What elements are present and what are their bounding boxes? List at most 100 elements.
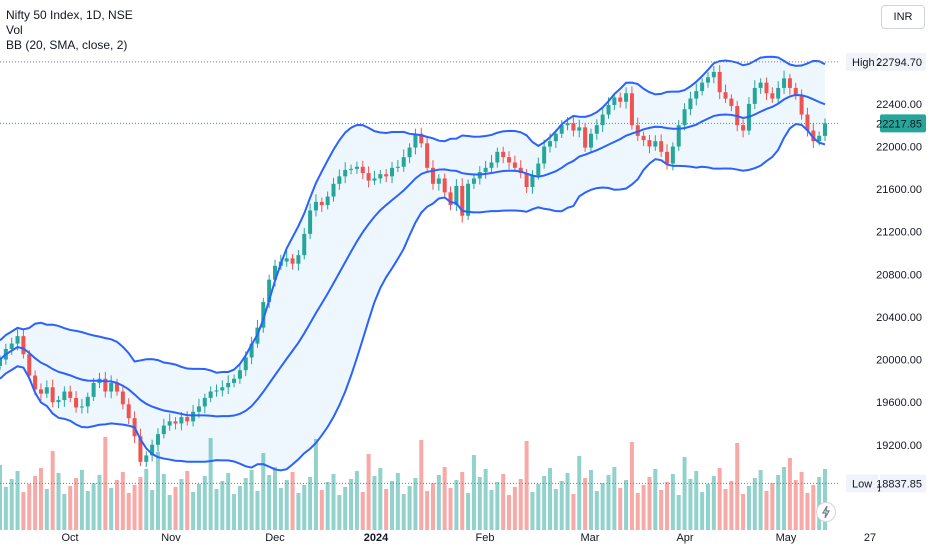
candle-body — [185, 417, 190, 422]
volume-bar — [115, 480, 120, 530]
volume-bar — [167, 495, 172, 530]
candle-body — [354, 166, 359, 169]
candle-body — [670, 146, 675, 164]
lightning-icon — [821, 505, 831, 519]
volume-bar — [27, 484, 32, 530]
candle-body — [442, 178, 447, 193]
volume-bar — [185, 471, 190, 530]
volume-bar — [776, 475, 781, 530]
candle-body — [512, 162, 517, 168]
volume-bar — [208, 438, 213, 530]
candle-body — [752, 87, 757, 104]
volume-bar — [758, 470, 763, 530]
bollinger-basis-line — [0, 93, 826, 418]
volume-bar — [425, 491, 430, 530]
candle-body — [401, 157, 406, 167]
volume-bar — [191, 492, 196, 530]
candle-body — [15, 336, 20, 344]
candle-body — [536, 163, 541, 176]
volume-bar — [594, 491, 599, 530]
volume-bar — [741, 494, 746, 530]
volume-bar — [214, 489, 219, 530]
volume-bar — [261, 453, 266, 530]
candle-body — [343, 169, 348, 177]
candle-body — [799, 95, 804, 115]
volume-bar — [507, 495, 512, 530]
candle-body — [103, 378, 108, 392]
candle-body — [588, 133, 593, 148]
candle-body — [776, 87, 781, 99]
volume-bar — [74, 478, 79, 530]
candle-body — [395, 166, 400, 168]
candle-body — [600, 114, 605, 126]
candle-body — [565, 123, 570, 126]
candle-body — [817, 135, 822, 142]
volume-bar — [302, 485, 307, 530]
candle-body — [823, 123, 827, 136]
volume-bar — [653, 469, 658, 530]
volume-bar — [273, 467, 277, 530]
candle-body — [553, 133, 558, 142]
volume-bar — [290, 472, 295, 530]
candle-body — [782, 78, 787, 88]
candle-body — [577, 127, 582, 131]
candle-body — [308, 210, 313, 234]
candle-body — [413, 133, 418, 148]
volume-bar — [232, 494, 237, 530]
bollinger-band-fill — [0, 56, 825, 471]
legend-bollinger[interactable]: BB (20, SMA, close, 2) — [6, 38, 128, 52]
volume-bar — [735, 443, 740, 530]
volume-bar — [460, 472, 465, 530]
volume-bar — [688, 479, 693, 530]
legend-volume[interactable]: Vol — [6, 23, 23, 37]
volume-bar — [729, 481, 734, 530]
candle-body — [711, 71, 716, 78]
candle-body — [729, 98, 734, 107]
candle-body — [85, 396, 90, 407]
volume-bar — [407, 486, 412, 530]
volume-bar — [805, 493, 810, 530]
candle-body — [705, 77, 710, 83]
volume-bar — [811, 485, 816, 530]
candle-body — [325, 196, 330, 206]
volume-bar — [612, 467, 617, 530]
volume-bar — [524, 441, 529, 530]
low-marker-value: 18837.85 — [876, 478, 922, 490]
legend-symbol[interactable]: Nifty 50 Index, 1D, NSE — [6, 8, 133, 22]
volume-bar — [155, 452, 160, 530]
volume-bar — [85, 491, 90, 530]
volume-bar — [255, 491, 260, 530]
candle-body — [483, 167, 488, 173]
price-axis-area — [840, 0, 932, 550]
candle-body — [232, 378, 237, 383]
volume-bar — [413, 478, 418, 530]
y-tick-label: 20800.00 — [876, 269, 922, 281]
volume-bar — [454, 480, 459, 530]
volume-bar — [296, 493, 301, 530]
volume-bar — [144, 469, 149, 530]
volume-bar — [267, 475, 272, 530]
volume-bar — [337, 495, 342, 530]
currency-selector[interactable]: INR — [881, 5, 925, 29]
volume-bar — [518, 479, 523, 530]
candle-body — [647, 140, 652, 147]
candle-body — [378, 174, 383, 179]
volume-bar — [343, 487, 348, 530]
candle-body — [226, 383, 231, 388]
volume-bar — [571, 494, 576, 530]
flash-icon-button[interactable] — [816, 502, 836, 522]
volume-bar — [647, 477, 652, 530]
candle-body — [571, 123, 576, 131]
candle-body — [676, 125, 681, 147]
volume-bar — [471, 455, 476, 530]
candle-body — [635, 125, 640, 136]
candle-body — [179, 417, 184, 424]
volume-bar — [313, 439, 318, 530]
volume-bar — [390, 481, 395, 530]
candle-body — [120, 391, 125, 405]
volume-bar — [384, 489, 389, 530]
candle-body — [501, 151, 506, 158]
volume-bar — [401, 494, 406, 530]
volume-bar — [682, 457, 687, 530]
